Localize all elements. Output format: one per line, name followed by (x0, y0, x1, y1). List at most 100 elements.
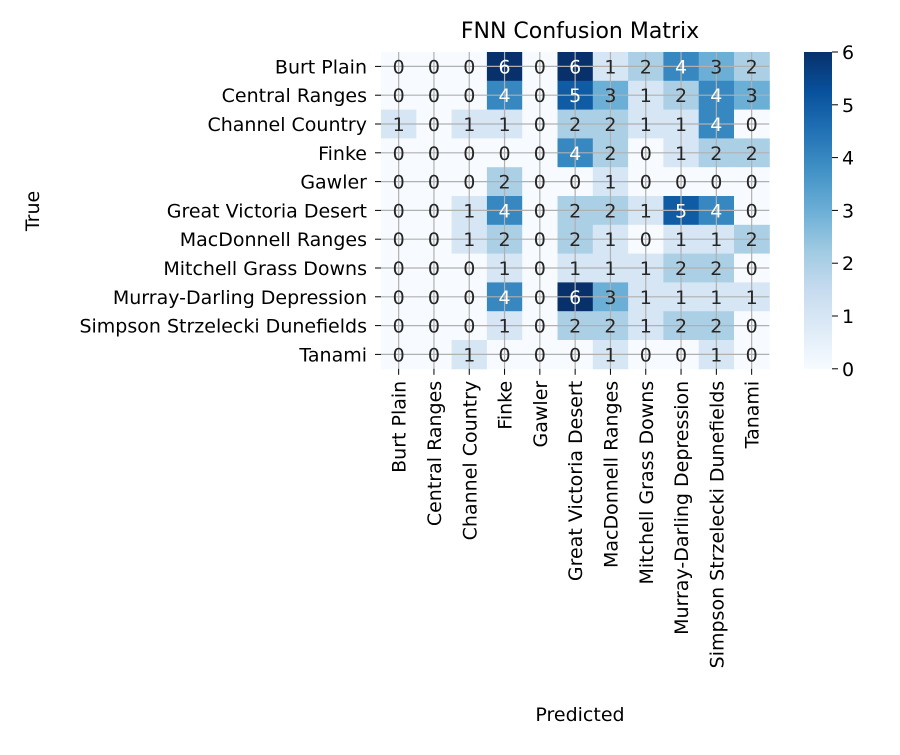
cell-annotation: 1 (499, 114, 511, 136)
cell-annotation: 2 (569, 229, 581, 251)
x-tick-label: Burt Plain (389, 381, 411, 473)
cell-annotation: 2 (675, 258, 687, 280)
cell-annotation: 1 (604, 229, 616, 251)
y-tick-label: Gawler (300, 172, 367, 194)
cell-annotation: 1 (640, 200, 652, 222)
cell-annotation: 2 (675, 85, 687, 107)
gridlines (381, 52, 770, 369)
cell-annotation: 1 (640, 316, 652, 338)
cell-annotation: 0 (428, 56, 440, 78)
cell-annotation: 2 (675, 316, 687, 338)
cell-annotation: 2 (746, 56, 758, 78)
cell-annotation: 0 (428, 85, 440, 107)
cell-annotation: 0 (746, 344, 758, 366)
cell-annotation: 6 (499, 56, 511, 78)
chart-title: FNN Confusion Matrix (461, 19, 699, 44)
cell-annotation: 1 (569, 258, 581, 280)
cell-annotation: 0 (428, 114, 440, 136)
cell-annotation: 1 (675, 229, 687, 251)
colorbar-tick-label: 0 (842, 359, 854, 381)
cell-annotation: 4 (499, 200, 511, 222)
cell-annotation: 0 (393, 200, 405, 222)
cell-annotation: 1 (463, 229, 475, 251)
cell-annotation: 0 (428, 200, 440, 222)
y-tick-label: Tanami (298, 344, 367, 366)
cell-annotation: 0 (428, 143, 440, 165)
x-tick-label: Central Ranges (424, 381, 446, 526)
cell-annotation: 0 (463, 172, 475, 194)
cell-annotation: 0 (393, 143, 405, 165)
cell-annotation: 1 (675, 287, 687, 309)
cell-annotation: 6 (569, 287, 581, 309)
cell-annotation: 0 (746, 258, 758, 280)
cell-annotation: 0 (534, 287, 546, 309)
cell-annotation: 2 (604, 114, 616, 136)
cell-annotation: 0 (746, 172, 758, 194)
cell-annotation: 0 (534, 258, 546, 280)
cell-annotation: 4 (499, 85, 511, 107)
colorbar: 0 1 2 3 4 5 6 (804, 42, 854, 381)
cell-annotation: 0 (393, 229, 405, 251)
colorbar-tick-label: 3 (842, 200, 854, 222)
cell-annotation: 1 (710, 344, 722, 366)
y-tick-label: Finke (318, 143, 367, 165)
x-tick-label: Murray-Darling Depression (671, 381, 693, 635)
cell-annotation: 0 (428, 172, 440, 194)
cell-annotation: 4 (675, 56, 687, 78)
cell-annotation: 0 (534, 114, 546, 136)
cell-annotation: 0 (428, 258, 440, 280)
colorbar-tick-label: 1 (842, 306, 854, 328)
cell-annotation: 1 (463, 344, 475, 366)
cell-annotation: 2 (640, 56, 652, 78)
cell-annotation: 0 (393, 287, 405, 309)
colorbar-tick-label: 4 (842, 148, 854, 170)
cell-annotation: 0 (393, 56, 405, 78)
cell-annotation: 1 (393, 114, 405, 136)
cell-annotation: 0 (393, 172, 405, 194)
cell-annotation: 3 (710, 56, 722, 78)
colorbar-tick-label: 2 (842, 253, 854, 275)
cell-annotation: 0 (463, 85, 475, 107)
cell-annotation: 0 (393, 258, 405, 280)
cell-annotation: 1 (499, 316, 511, 338)
cell-annotation: 0 (534, 172, 546, 194)
y-axis-label: True (22, 191, 44, 232)
cell-annotation: 2 (710, 316, 722, 338)
cell-annotation: 3 (604, 85, 616, 107)
cell-annotation: 2 (746, 143, 758, 165)
cell-annotation: 1 (675, 114, 687, 136)
cell-annotation: 0 (710, 172, 722, 194)
cell-annotation: 1 (604, 258, 616, 280)
cell-annotation: 2 (746, 229, 758, 251)
y-tick-label: Channel Country (207, 114, 367, 136)
cell-annotation: 0 (569, 344, 581, 366)
y-tick-label: Mitchell Grass Downs (163, 258, 367, 280)
x-tick-label: Channel Country (459, 381, 481, 541)
cell-annotation: 0 (463, 258, 475, 280)
cell-annotation: 1 (604, 344, 616, 366)
y-tick-label: Simpson Strzelecki Dunefields (79, 316, 367, 338)
x-tick-label: Mitchell Grass Downs (636, 381, 658, 585)
cell-annotation: 2 (604, 143, 616, 165)
cell-annotation: 4 (569, 143, 581, 165)
x-tick-label: Tanami (742, 381, 764, 450)
x-tick-label: Finke (495, 381, 517, 430)
cell-annotation: 0 (463, 287, 475, 309)
cell-annotation: 3 (746, 85, 758, 107)
cell-annotation: 4 (710, 114, 722, 136)
cell-annotation: 0 (428, 344, 440, 366)
cell-annotation: 3 (604, 287, 616, 309)
colorbar-tick-label: 5 (842, 95, 854, 117)
cell-annotation: 0 (534, 344, 546, 366)
cell-annotation: 0 (499, 344, 511, 366)
cell-annotation: 0 (534, 316, 546, 338)
x-tick-label: Simpson Strzelecki Dunefields (706, 381, 728, 669)
cell-annotation: 1 (463, 114, 475, 136)
cell-annotation: 2 (604, 200, 616, 222)
cell-annotation: 2 (569, 316, 581, 338)
cell-annotation: 2 (499, 172, 511, 194)
cell-annotation: 0 (640, 229, 652, 251)
cell-annotation: 0 (428, 287, 440, 309)
cell-annotation: 0 (428, 316, 440, 338)
